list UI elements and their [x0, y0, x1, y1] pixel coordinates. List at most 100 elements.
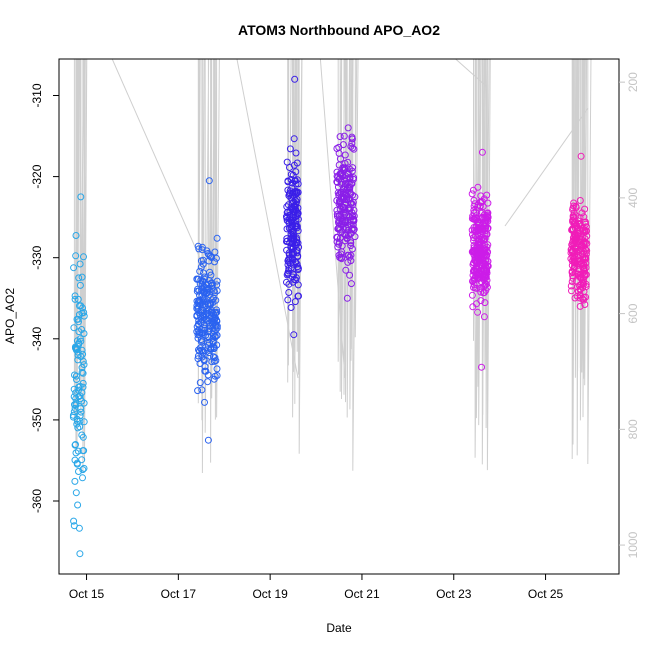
data-point: [196, 379, 204, 387]
data-point: [477, 288, 485, 296]
data-point: [579, 239, 587, 247]
x-tick-label: Oct 25: [528, 587, 564, 601]
data-point: [212, 254, 220, 262]
data-point: [334, 189, 342, 197]
data-point: [333, 210, 341, 218]
data-point: [79, 350, 87, 358]
data-point: [80, 399, 88, 407]
data-point: [349, 191, 356, 199]
data-point: [333, 238, 341, 246]
data-point: [290, 227, 297, 235]
data-point: [210, 344, 218, 352]
y-tick-label: -350: [30, 408, 44, 432]
data-point: [204, 371, 212, 379]
data-point: [74, 447, 82, 455]
data-point: [76, 281, 84, 289]
data-point: [480, 236, 488, 244]
data-point: [346, 204, 354, 212]
data-point: [291, 258, 299, 266]
data-point: [570, 258, 578, 266]
data-point: [73, 415, 81, 423]
data-point: [340, 132, 348, 140]
data-point: [480, 313, 488, 321]
data-point: [79, 379, 87, 387]
data-point: [194, 285, 202, 293]
data-point: [71, 295, 79, 303]
data-point: [576, 234, 584, 242]
data-point: [288, 191, 296, 199]
data-point: [198, 246, 206, 254]
data-point: [478, 148, 486, 156]
data-point: [290, 331, 298, 339]
data-point: [287, 304, 295, 311]
data-point: [209, 337, 217, 345]
data-point: [579, 295, 587, 303]
data-point: [287, 264, 295, 272]
data-point: [569, 206, 577, 214]
data-point: [568, 287, 575, 295]
data-point: [79, 369, 87, 377]
data-point: [70, 324, 78, 332]
data-point: [78, 273, 86, 281]
altitude-trace: [287, 59, 303, 454]
data-point: [72, 232, 80, 239]
data-point: [284, 296, 292, 304]
data-point: [287, 216, 295, 224]
data-point: [337, 229, 345, 237]
data-point: [284, 177, 292, 185]
data-point: [473, 284, 481, 292]
data-point: [287, 243, 295, 251]
data-point: [75, 311, 83, 319]
data-point: [196, 360, 204, 367]
data-point: [469, 186, 477, 194]
data-point: [194, 387, 202, 395]
data-point: [287, 235, 295, 243]
altitude-trace: [337, 59, 359, 471]
data-point: [474, 308, 482, 316]
data-point: [294, 264, 302, 272]
data-point: [338, 248, 346, 256]
data-point: [208, 358, 216, 366]
data-point: [580, 296, 587, 304]
data-point: [72, 401, 80, 409]
x-tick-label: Oct 15: [69, 587, 105, 601]
data-point: [75, 274, 83, 282]
data-point: [334, 243, 342, 251]
axes-group: Oct 15 Oct 17 Oct 19 Oct 21 Oct 23 Oct 25 -310…: [30, 58, 640, 601]
data-point: [210, 353, 217, 361]
data-point: [341, 194, 348, 202]
data-point: [77, 408, 85, 416]
data-point: [349, 144, 356, 152]
data-point: [204, 436, 212, 444]
data-point: [69, 413, 77, 421]
data-point: [573, 244, 581, 252]
data-point: [469, 303, 477, 311]
data-point: [344, 258, 352, 266]
data-point: [210, 294, 217, 302]
data-point: [206, 291, 213, 299]
data-point: [346, 165, 354, 173]
data-point: [70, 522, 78, 530]
data-point: [470, 266, 478, 274]
data-point: [199, 301, 207, 309]
data-point: [71, 477, 79, 485]
plot-frame: [58, 58, 620, 575]
data-point: [468, 291, 476, 299]
data-point: [292, 180, 300, 188]
data-point: [287, 176, 295, 183]
data-point: [74, 501, 82, 509]
data-point: [198, 386, 206, 394]
data-point: [470, 259, 478, 267]
data-point: [195, 245, 203, 253]
data-point: [293, 246, 301, 254]
data-point: [339, 141, 347, 149]
data-point: [288, 199, 296, 207]
data-point: [578, 260, 586, 268]
data-point: [348, 139, 356, 147]
data-point: [341, 151, 349, 159]
data-point: [196, 311, 204, 319]
data-point: [576, 302, 584, 310]
data-point: [469, 212, 477, 220]
data-point: [294, 281, 302, 289]
data-point: [198, 292, 206, 300]
